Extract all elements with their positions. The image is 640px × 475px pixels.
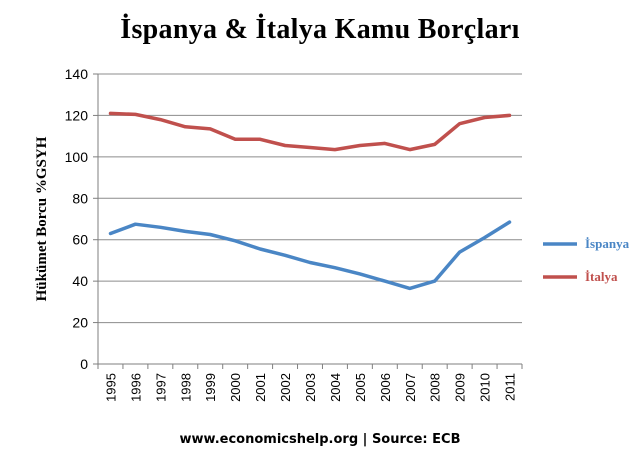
x-tick-label: 1997 [153, 373, 168, 402]
legend: İspanya İtalya [543, 236, 630, 284]
y-tick-label: 120 [65, 107, 89, 123]
y-axis-label: Hükümet Borcu %GSYH [34, 136, 50, 301]
x-tick-label: 1995 [103, 373, 118, 402]
x-tick-label: 2002 [278, 373, 293, 402]
axes [93, 73, 523, 369]
series-line-italy [108, 111, 512, 152]
legend-label: İspanya [585, 236, 630, 251]
y-tick-label: 40 [72, 273, 88, 289]
x-tick-label: 1999 [203, 373, 218, 402]
legend-label: İtalya [585, 269, 618, 284]
y-tick-labels: 0 20 40 60 80 100 120 140 [65, 66, 89, 372]
x-tick-label: 2007 [403, 373, 418, 402]
x-tick-label: 2009 [453, 373, 468, 402]
x-tick-labels: 1995 1996 1997 1998 1999 2000 2001 2002 2003 2004… [103, 373, 517, 402]
x-tick-label: 1996 [128, 373, 143, 402]
y-tick-label: 20 [72, 315, 88, 331]
x-tick-label: 2011 [503, 373, 518, 401]
series-lines [108, 111, 512, 291]
x-tick-label: 2005 [353, 373, 368, 402]
chart-title: İspanya & İtalya Kamu Borçları [120, 14, 520, 45]
x-tick-label: 1998 [178, 373, 193, 402]
y-tick-label: 0 [80, 356, 88, 372]
y-tick-label: 140 [65, 66, 89, 82]
x-tick-label: 2000 [228, 373, 243, 402]
source-caption: www.economicshelp.org | Source: ECB [179, 432, 461, 447]
x-tick-label: 2003 [303, 373, 318, 402]
x-tick-label: 2008 [428, 373, 443, 402]
x-tick-label: 2004 [328, 373, 343, 402]
y-tick-label: 60 [72, 232, 88, 248]
series-line-spain [108, 220, 512, 291]
x-tick-label: 2001 [253, 373, 268, 402]
x-tick-label: 2006 [378, 373, 393, 402]
y-tick-label: 100 [65, 149, 89, 165]
gridlines [98, 73, 522, 324]
y-tick-label: 80 [72, 190, 88, 206]
x-tick-label: 2010 [478, 373, 493, 402]
